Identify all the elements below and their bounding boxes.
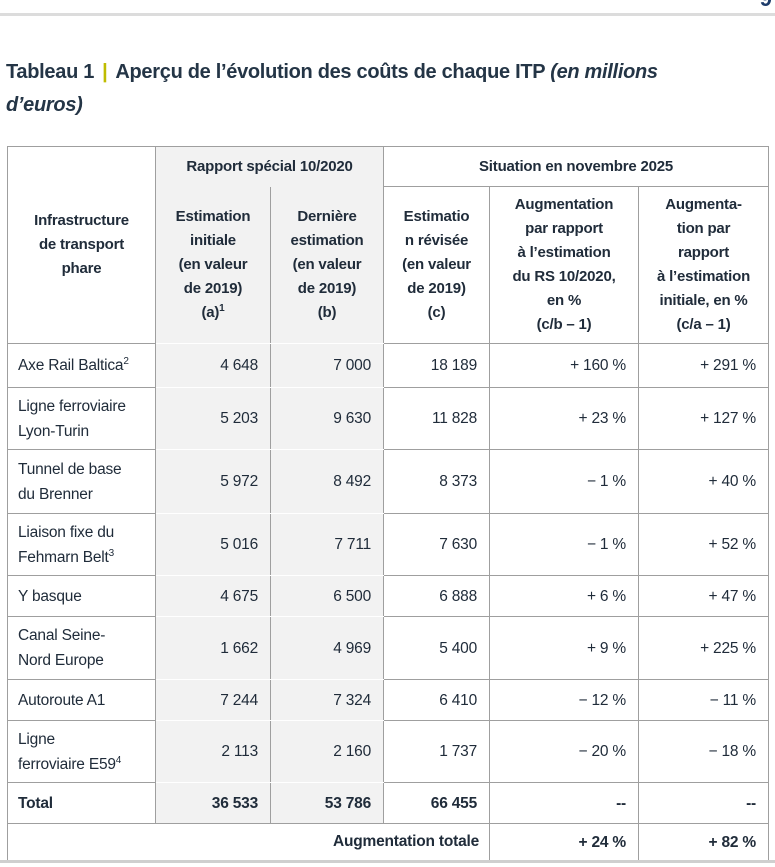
row-name-cell: Axe Rail Baltica2 (7, 343, 156, 388)
page-top-rule (0, 13, 775, 16)
row-name: Tunnel de base du Brenner (18, 460, 122, 503)
header-columns-row: Estimation initiale (en valeur de 2019) … (8, 186, 770, 344)
value-b: 7 324 (269, 679, 385, 721)
header-group-row: Infrastructure de transport phare Rappor… (7, 146, 770, 344)
value-ca: + 47 % (638, 575, 770, 617)
value-cb: − 20 % (489, 720, 640, 783)
value-ca: + 291 % (638, 343, 770, 388)
value-a: 5 203 (155, 387, 271, 450)
table-row: Autoroute A1 7 244 7 324 6 410 − 12 % − … (7, 679, 770, 721)
value-c: 6 410 (383, 679, 491, 721)
value-cb: − 1 % (489, 449, 640, 514)
header-derniere-estimation: Dernière estimation (en valeur de 2019) … (269, 186, 385, 344)
table-row: Ligne ferroviaire E594 2 113 2 160 1 737… (7, 720, 770, 783)
value-cb: + 160 % (489, 343, 640, 388)
value-a: 4 648 (155, 343, 271, 388)
augmentation-totale-row: Augmentation totale + 24 % + 82 % (6, 823, 770, 861)
value-a: 4 675 (155, 575, 271, 617)
value-b: 4 969 (269, 616, 385, 680)
page-bottom-rule (0, 860, 775, 863)
total-cb: -- (489, 782, 640, 824)
total-a: 36 533 (155, 782, 271, 824)
augmentation-totale-label: Augmentation totale (6, 823, 491, 861)
footnote-ref: 4 (115, 754, 122, 766)
total-row: Total 36 533 53 786 66 455 -- -- (7, 782, 770, 824)
value-ca: − 11 % (638, 679, 770, 721)
header-group-situation-2025: Situation en novembre 2025 (383, 146, 770, 187)
row-name-cell: Tunnel de base du Brenner (7, 449, 156, 514)
table-row: Axe Rail Baltica2 4 648 7 000 18 189 + 1… (7, 343, 770, 388)
header-estimation-revisee: Estimatio n révisée (en valeur de 2019) … (383, 186, 491, 344)
value-b: 2 160 (269, 720, 385, 783)
cost-table: Infrastructure de transport phare Rappor… (6, 146, 770, 861)
value-ca: + 40 % (638, 449, 770, 514)
table-row: Ligne ferroviaire Lyon-Turin 5 203 9 630… (7, 387, 770, 450)
value-cb: + 23 % (489, 387, 640, 450)
header-augmentation-ca: Augmenta- tion par rapport à l’estimatio… (638, 186, 770, 344)
title-unit-note: (en millions d’euros) (6, 61, 658, 116)
table-row: Tunnel de base du Brenner 5 972 8 492 8 … (7, 449, 770, 514)
table-title: Tableau 1 | Aperçu de l’évolution des coût… (6, 56, 758, 122)
total-b: 53 786 (269, 782, 385, 824)
header-estimation-initiale: Estimation initiale (en valeur de 2019) … (155, 186, 271, 344)
row-name: Ligne ferroviaire Lyon-Turin (18, 397, 126, 440)
row-name: Autoroute A1 (18, 691, 106, 709)
row-name-cell: Canal Seine- Nord Europe (7, 616, 156, 680)
value-cb: − 1 % (489, 513, 640, 576)
page-number-partial: 9 (742, 0, 772, 12)
row-name-cell: Liaison fixe du Fehmarn Belt3 (7, 513, 156, 576)
value-cb: − 12 % (489, 679, 640, 721)
value-c: 18 189 (383, 343, 491, 388)
value-b: 7 711 (269, 513, 385, 576)
value-ca: − 18 % (638, 720, 770, 783)
row-name-cell: Ligne ferroviaire Lyon-Turin (7, 387, 156, 450)
value-ca: + 52 % (638, 513, 770, 576)
row-name: Canal Seine- Nord Europe (18, 627, 106, 669)
value-ca: + 127 % (638, 387, 770, 450)
value-c: 7 630 (383, 513, 491, 576)
table-row: Y basque 4 675 6 500 6 888 + 6 % + 47 % (7, 575, 770, 617)
title-text: Aperçu de l’évolution des coûts de chaqu… (115, 61, 545, 83)
row-name-cell: Ligne ferroviaire E594 (7, 720, 156, 783)
value-b: 9 630 (269, 387, 385, 450)
augmentation-ca: + 82 % (638, 823, 770, 861)
table-row: Liaison fixe du Fehmarn Belt3 5 016 7 71… (7, 513, 770, 576)
total-label: Total (7, 782, 156, 824)
value-c: 6 888 (383, 575, 491, 617)
header-infrastructure: Infrastructure de transport phare (7, 146, 156, 344)
header-augmentation-cb: Augmentation par rapport à l’estimation … (489, 186, 640, 344)
footnote-ref: 3 (108, 547, 115, 559)
row-name: Axe Rail Baltica (18, 357, 124, 374)
value-ca: + 225 % (638, 616, 770, 680)
value-b: 8 492 (269, 449, 385, 514)
row-name: Liaison fixe du Fehmarn Belt (18, 523, 115, 566)
row-name: Y basque (18, 587, 82, 605)
value-a: 2 113 (155, 720, 271, 783)
table-row: Canal Seine- Nord Europe 1 662 4 969 5 4… (7, 616, 770, 680)
header-group-rapport-special: Rapport spécial 10/2020 (154, 146, 385, 187)
value-a: 5 972 (155, 449, 271, 514)
table-label: Tableau 1 (6, 61, 95, 83)
value-c: 11 828 (383, 387, 491, 450)
page-number-digit: 9 (742, 0, 772, 12)
total-ca: -- (638, 782, 770, 824)
augmentation-cb: + 24 % (489, 823, 640, 861)
value-a: 7 244 (155, 679, 271, 721)
value-b: 6 500 (269, 575, 385, 617)
footnote-ref: 1 (219, 302, 225, 314)
value-cb: + 9 % (489, 616, 640, 680)
value-c: 1 737 (383, 720, 491, 783)
value-c: 5 400 (383, 616, 491, 680)
value-a: 5 016 (155, 513, 271, 576)
row-name: Ligne ferroviaire E59 (18, 730, 116, 773)
value-a: 1 662 (155, 616, 271, 680)
total-c: 66 455 (383, 782, 491, 824)
value-c: 8 373 (383, 449, 491, 514)
value-b: 7 000 (269, 343, 385, 388)
row-name-cell: Autoroute A1 (7, 679, 156, 721)
title-separator: | (102, 61, 108, 83)
row-name-cell: Y basque (7, 575, 156, 617)
footnote-ref: 2 (123, 355, 129, 367)
value-cb: + 6 % (489, 575, 640, 617)
